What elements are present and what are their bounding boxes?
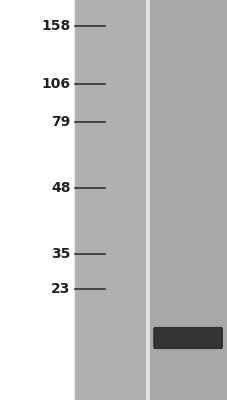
Text: 79: 79: [51, 115, 70, 129]
Text: 48: 48: [51, 181, 70, 195]
Bar: [149, 0, 227, 400]
Text: 106: 106: [42, 77, 70, 91]
FancyBboxPatch shape: [153, 328, 221, 348]
Bar: [75, 0, 148, 400]
Text: 158: 158: [41, 19, 70, 33]
Text: 35: 35: [51, 247, 70, 261]
Text: 23: 23: [51, 282, 70, 296]
